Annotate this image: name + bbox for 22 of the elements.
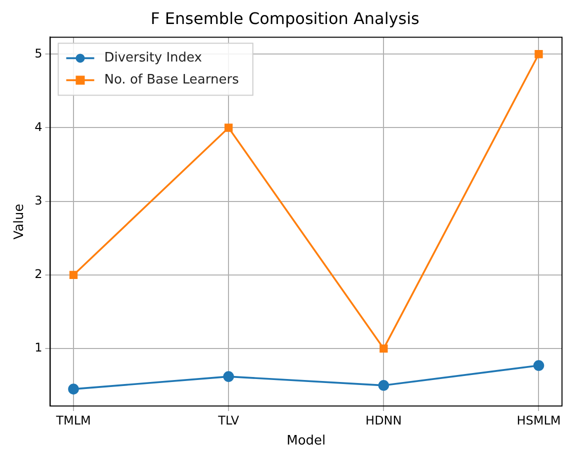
legend-label: No. of Base Learners [104,72,240,88]
y-tick-label: 5 [34,46,42,60]
y-tick-label: 4 [34,120,42,134]
y-tick-label: 2 [34,267,42,282]
point [378,380,390,391]
legend-label: Diversity Index [104,50,202,66]
x-axis-title: Model [286,434,326,449]
y-axis-title: Value [12,204,28,240]
point [224,124,233,132]
point [223,371,234,382]
point [68,384,79,394]
x-tick-label: TLV [217,413,240,428]
point [534,50,543,58]
chart-title: F Ensemble Composition Analysis [150,8,420,28]
point [533,360,544,371]
point [380,344,388,353]
x-tick-label: TMLM [55,413,91,428]
y-tick-label: 3 [34,193,42,208]
point [69,270,78,280]
x-tick-label: HSMLM [516,413,561,428]
x-tick-label: HDNN [366,413,402,428]
y-tick-label: 1 [34,340,42,355]
